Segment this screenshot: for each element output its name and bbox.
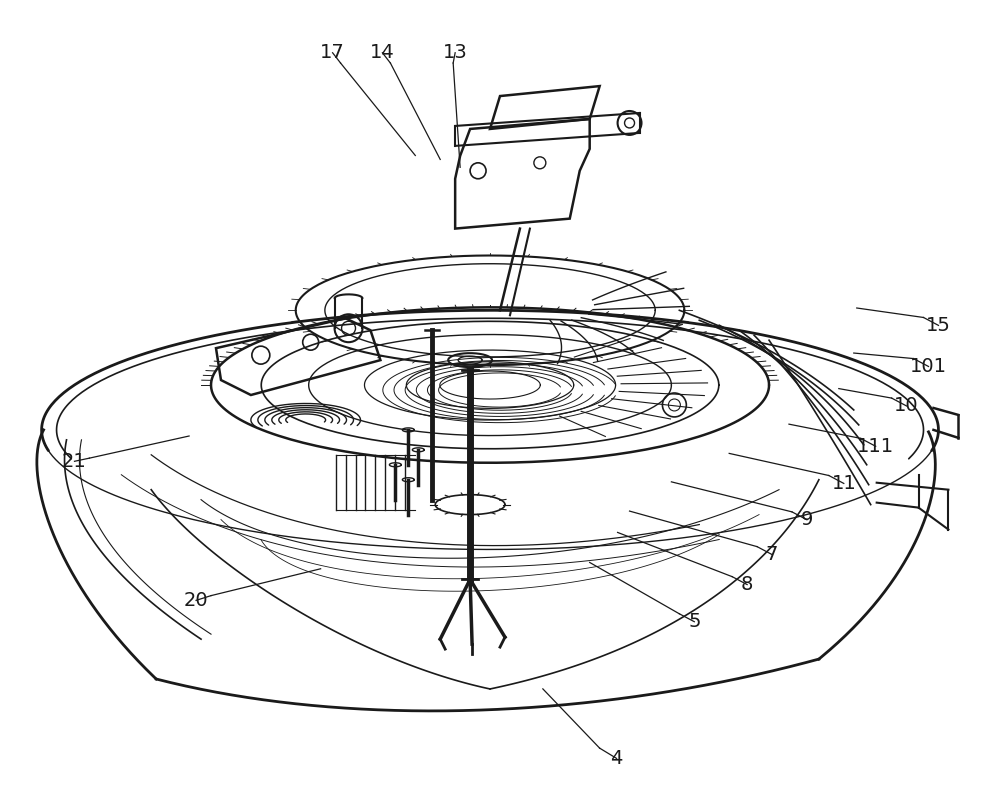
Text: 5: 5 [688, 612, 701, 631]
Text: 111: 111 [857, 437, 894, 456]
Text: 8: 8 [741, 575, 753, 594]
Text: 15: 15 [926, 316, 951, 335]
Text: 14: 14 [370, 44, 395, 63]
Text: 21: 21 [62, 452, 87, 471]
Text: 10: 10 [894, 396, 919, 416]
Text: 101: 101 [910, 357, 947, 376]
Text: 4: 4 [610, 749, 623, 768]
Text: 11: 11 [831, 474, 856, 493]
Text: 17: 17 [320, 44, 345, 63]
Text: 7: 7 [766, 545, 778, 564]
Text: 20: 20 [184, 591, 208, 610]
Text: 13: 13 [443, 44, 468, 63]
Text: 9: 9 [801, 510, 813, 529]
